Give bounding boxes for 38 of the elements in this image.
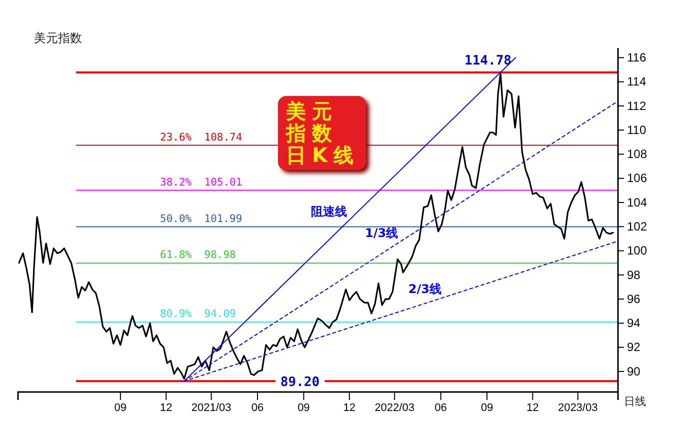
y-tick-label: 90	[627, 364, 641, 378]
y-tick-label: 116	[627, 50, 646, 64]
x-tick-label: 12	[343, 402, 356, 414]
x-tick-label: 2021/03	[191, 402, 232, 414]
x-tick-label: 06	[434, 402, 447, 414]
x-tick-label: 12	[526, 402, 539, 414]
ref-line-label: 61.8% 98.98	[160, 249, 236, 262]
y-tick-label: 114	[627, 74, 646, 89]
x-tick-label: 12	[160, 402, 172, 414]
y-tick-label: 112	[627, 98, 646, 113]
y-tick-label: 110	[627, 122, 646, 137]
y-tick-label: 92	[627, 340, 641, 354]
y-tick-label: 102	[627, 219, 648, 234]
x-tick-label: 2022/03	[374, 402, 414, 414]
x-tick-label: 09	[114, 402, 127, 414]
series-label: 阻速线	[310, 204, 347, 218]
x-tick-label: 09	[480, 402, 494, 414]
ref-line-label: 89.20	[280, 375, 320, 390]
ref-line-label: 114.78	[464, 53, 512, 68]
series-label: 1/3线	[365, 226, 398, 240]
x-tick-label: 09	[298, 402, 310, 414]
y-tick-label: 96	[627, 292, 641, 306]
ref-line-label: 80.9% 94.09	[160, 308, 236, 320]
y-tick-label: 100	[627, 244, 648, 258]
chart-title: 美元指数	[34, 31, 82, 45]
y-tick-label: 108	[627, 147, 648, 162]
y-tick-label: 104	[627, 195, 648, 210]
y-tick-label: 94	[627, 316, 641, 330]
y-tick-label: 98	[627, 268, 641, 282]
text: 日线	[624, 395, 646, 408]
series-label: 2/3线	[408, 282, 442, 296]
x-tick-label: 2023/03	[558, 402, 598, 414]
y-tick-label: 106	[627, 171, 648, 186]
ref-line-label: 50.0% 101.99	[160, 212, 242, 225]
ref-line-label: 38.2% 105.01	[160, 176, 242, 188]
ref-line-label: 23.6% 108.74	[160, 131, 242, 144]
x-tick-label: 06	[251, 402, 264, 414]
annotation: 美元指数日K线	[278, 96, 366, 170]
